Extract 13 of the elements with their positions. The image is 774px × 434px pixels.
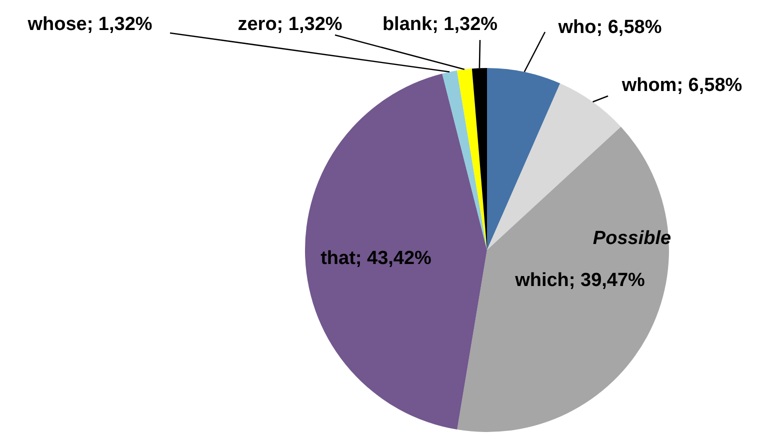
slice-label: which; 39,47% bbox=[514, 270, 646, 291]
slice-label: who; 6,58% bbox=[557, 17, 662, 38]
text: Possible bbox=[592, 228, 672, 249]
pie-slice bbox=[305, 74, 487, 430]
slice-label: whom; 6,58% bbox=[620, 75, 742, 96]
pie-slice bbox=[442, 70, 487, 250]
pie-slice bbox=[456, 68, 487, 250]
pie-slice bbox=[457, 126, 669, 432]
slice-label: zero; 1,32% bbox=[238, 14, 342, 35]
pie-slice bbox=[487, 68, 560, 250]
slice-label: whose; 1,32% bbox=[26, 14, 152, 35]
slice-label: blank; 1,32% bbox=[382, 14, 498, 35]
slice-label: that; 43,42% bbox=[320, 248, 432, 269]
